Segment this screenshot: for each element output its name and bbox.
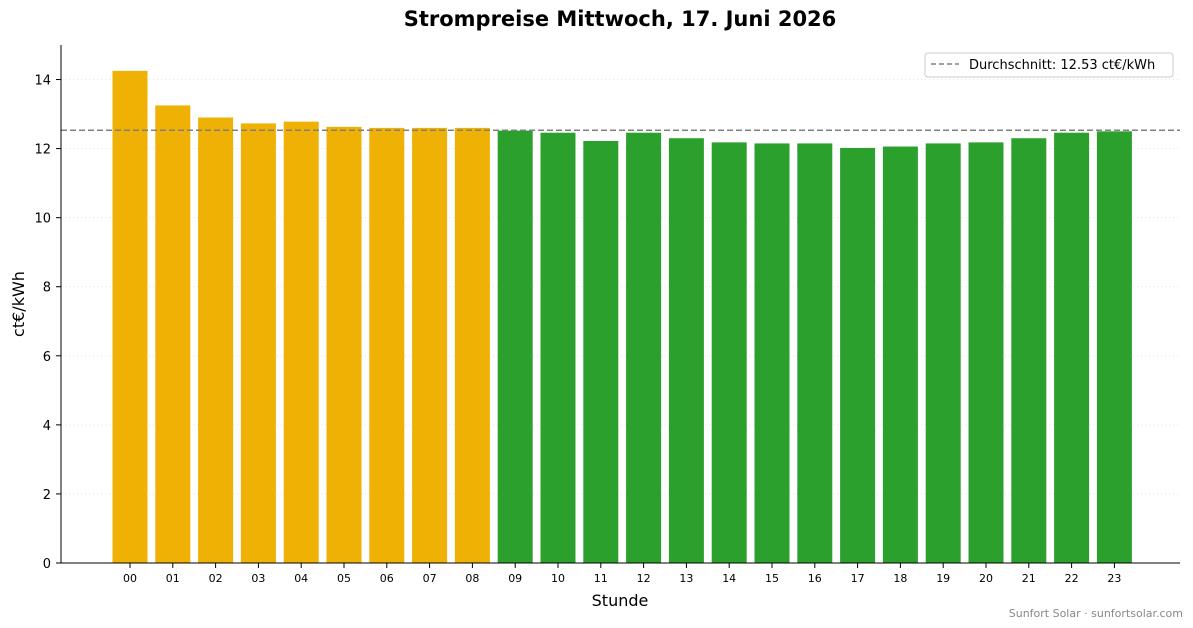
bar-hour-09 — [497, 130, 533, 563]
bar-hour-21 — [1011, 138, 1047, 564]
bar-hour-18 — [882, 146, 918, 563]
footer-credit: Sunfort Solar · sunfortsolar.com — [1009, 607, 1183, 620]
bar-hour-06 — [369, 127, 405, 563]
bar-hour-04 — [283, 121, 319, 563]
x-tick-label: 14 — [722, 572, 736, 585]
x-tick-label: 13 — [679, 572, 693, 585]
x-tick-label: 18 — [893, 572, 907, 585]
x-tick-label: 10 — [551, 572, 565, 585]
bar-hour-08 — [454, 127, 490, 563]
bar-hour-00 — [112, 70, 148, 564]
bar-hour-02 — [198, 117, 234, 564]
x-tick-label: 05 — [337, 572, 351, 585]
legend-average-label: Durchschnitt: 12.53 ct€/kWh — [969, 58, 1155, 73]
y-tick-label: 14 — [34, 74, 51, 89]
x-tick-label: 11 — [594, 572, 608, 585]
x-tick-label: 03 — [251, 572, 265, 585]
axes — [60, 45, 1180, 564]
y-tick-label: 0 — [43, 557, 51, 572]
bar-hour-17 — [840, 147, 876, 563]
x-tick-label: 06 — [380, 572, 394, 585]
bar-hour-19 — [925, 143, 961, 564]
bar-hour-23 — [1096, 131, 1132, 564]
bars — [112, 70, 1132, 564]
bar-hour-05 — [326, 126, 362, 564]
y-tick-label: 4 — [43, 419, 51, 434]
chart-title: Strompreise Mittwoch, 17. Juni 2026 — [404, 7, 837, 31]
x-axis-label: Stunde — [592, 591, 649, 610]
y-tick-label: 10 — [34, 212, 51, 227]
bar-hour-01 — [155, 105, 191, 563]
bar-hour-11 — [583, 141, 619, 563]
y-tick-label: 12 — [34, 143, 51, 158]
x-tick-label: 07 — [423, 572, 437, 585]
y-tick-label: 2 — [43, 488, 51, 503]
x-tick-label: 08 — [465, 572, 479, 585]
bar-hour-14 — [711, 142, 747, 563]
x-tick-label: 22 — [1065, 572, 1079, 585]
bar-hour-15 — [754, 143, 790, 564]
bar-hour-16 — [797, 143, 833, 564]
x-tick-label: 15 — [765, 572, 779, 585]
y-axis-label: ct€/kWh — [9, 271, 28, 337]
x-tick-label: 02 — [209, 572, 223, 585]
x-tick-label: 20 — [979, 572, 993, 585]
bar-hour-07 — [412, 127, 448, 563]
bar-hour-22 — [1054, 132, 1090, 563]
bar-hour-12 — [626, 132, 662, 563]
y-tick-label: 8 — [43, 281, 51, 296]
bar-hour-20 — [968, 142, 1004, 563]
x-tick-label: 23 — [1107, 572, 1121, 585]
x-tick-label: 12 — [637, 572, 651, 585]
x-tick-label: 21 — [1022, 572, 1036, 585]
x-tick-label: 17 — [851, 572, 865, 585]
bar-hour-10 — [540, 132, 576, 563]
y-tick-label: 6 — [43, 350, 51, 365]
bar-hour-03 — [240, 123, 276, 564]
legend-box — [924, 52, 1174, 78]
x-tick-label: 19 — [936, 572, 950, 585]
x-tick-label: 04 — [294, 572, 308, 585]
legend: Durchschnitt: 12.53 ct€/kWh — [924, 52, 1174, 78]
x-tick-label: 01 — [166, 572, 180, 585]
x-tick-label: 00 — [123, 572, 137, 585]
x-tick-label: 16 — [808, 572, 822, 585]
x-tick-label: 09 — [508, 572, 522, 585]
bar-hour-13 — [668, 138, 704, 564]
